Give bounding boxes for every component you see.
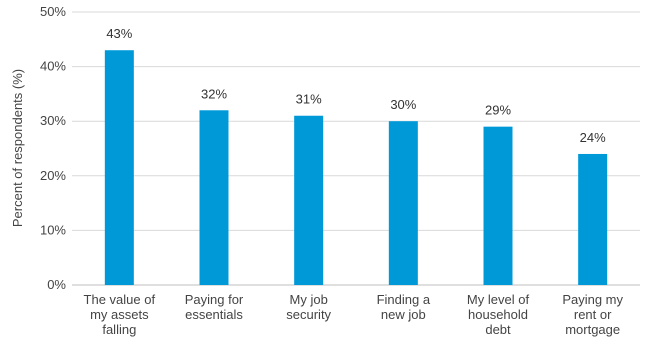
x-category-label: The value of my assets falling (84, 292, 156, 337)
bar (199, 110, 229, 285)
x-category-label: My job security (286, 292, 331, 322)
y-tick-label: 40% (40, 59, 66, 74)
gridlines (72, 11, 640, 286)
x-category-label-line: My level of (467, 292, 530, 307)
x-category-label-line: Finding a (377, 292, 431, 307)
data-label: 29% (485, 103, 511, 118)
data-labels: 43% 32% 31% 30% 29% 24% (106, 26, 606, 145)
y-axis-ticks: 0% 10% 20% 30% 40% 50% (40, 4, 66, 292)
y-tick-label: 10% (40, 222, 66, 237)
y-axis-title: Percent of respondents (%) (10, 69, 25, 227)
x-category-label-line: my assets (90, 307, 149, 322)
bar (388, 121, 418, 285)
y-tick-label: 0% (47, 277, 66, 292)
bar (104, 50, 134, 285)
x-category-label: Finding a new job (377, 292, 431, 322)
x-category-label-line: Paying for (185, 292, 244, 307)
x-category-label-line: household (468, 307, 528, 322)
x-category-label: Paying my rent or mortgage (562, 292, 623, 337)
x-category-label-line: mortgage (565, 322, 620, 337)
data-label: 43% (106, 26, 132, 41)
x-category-label-line: essentials (185, 307, 243, 322)
bars (104, 50, 608, 286)
x-axis-categories: The value of my assets falling Paying for es… (84, 292, 624, 337)
x-category-label-line: falling (102, 322, 136, 337)
data-label: 31% (296, 92, 322, 107)
x-category-label-line: My job (290, 292, 328, 307)
y-tick-label: 50% (40, 4, 66, 19)
x-category-label-line: rent or (574, 307, 612, 322)
x-category-label: My level of household debt (467, 292, 530, 337)
x-category-label-line: The value of (84, 292, 156, 307)
x-category-label: Paying for essentials (185, 292, 244, 322)
y-tick-label: 20% (40, 168, 66, 183)
data-label: 30% (390, 97, 416, 112)
data-label: 24% (580, 130, 606, 145)
bar (578, 153, 608, 285)
bar (294, 115, 324, 286)
y-tick-label: 30% (40, 113, 66, 128)
x-category-label-line: debt (485, 322, 511, 337)
x-category-label-line: Paying my (562, 292, 623, 307)
data-label: 32% (201, 86, 227, 101)
bar (483, 126, 513, 285)
x-category-label-line: security (286, 307, 331, 322)
x-category-label-line: new job (381, 307, 426, 322)
